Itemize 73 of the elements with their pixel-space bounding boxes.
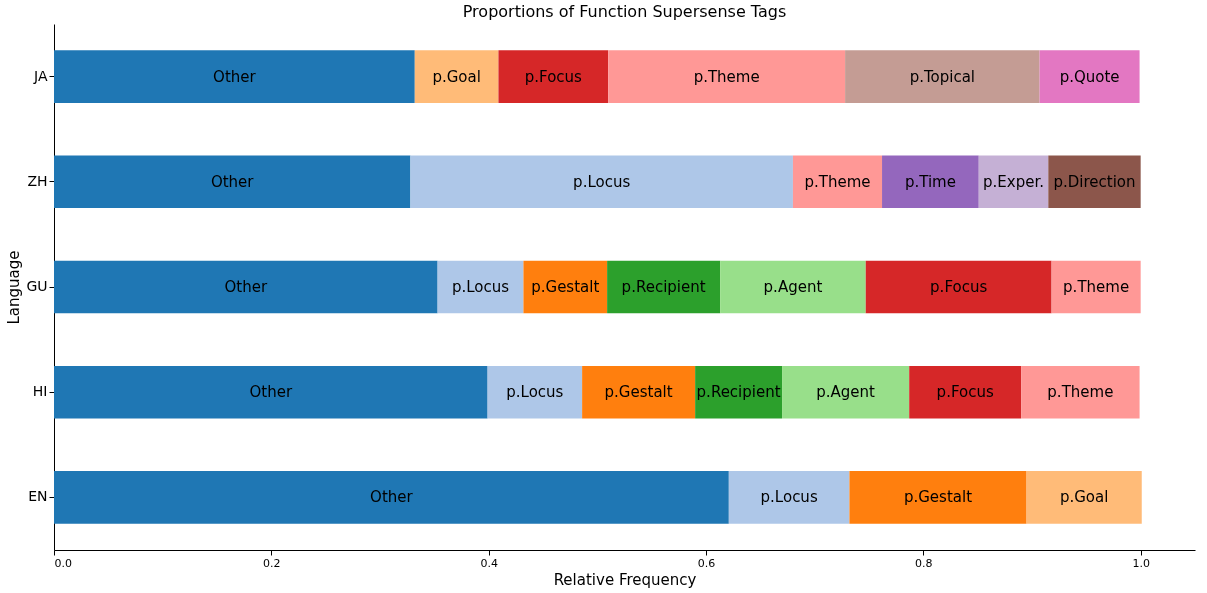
series-label: p.Exper.	[983, 172, 1044, 191]
text: p.Locus	[506, 383, 564, 402]
bar	[865, 260, 1052, 314]
series-label: p.Direction	[1053, 172, 1136, 191]
bar	[54, 471, 729, 524]
bar	[792, 155, 883, 209]
bar	[414, 50, 499, 103]
text: p.Focus	[930, 278, 988, 296]
y-tick-label: JA	[33, 67, 48, 84]
y-tick-label: EN	[28, 488, 48, 505]
bar	[882, 155, 979, 209]
x-tick-label: 0.4	[480, 556, 498, 570]
x-tick-label: 1.0	[1132, 556, 1150, 570]
y-axis-title: Language	[5, 250, 24, 325]
series-label: p.Focus	[524, 67, 583, 86]
bar	[582, 365, 696, 419]
text: Other	[249, 383, 293, 402]
y-tick-label: GU	[26, 278, 48, 294]
bar	[523, 260, 608, 314]
bar	[54, 50, 415, 103]
bar	[54, 155, 411, 209]
x-tick-label: 0.6	[697, 556, 716, 570]
text: p.Gestalt	[903, 488, 973, 507]
chart-title: Proportions of Function Supersense Tags	[462, 2, 787, 21]
series-label: p.Theme	[804, 172, 871, 191]
bar	[608, 50, 846, 103]
bar	[498, 50, 609, 103]
text: p.Recipient	[621, 278, 706, 296]
text: p.Locus	[760, 488, 818, 507]
bar	[845, 50, 1040, 103]
text: p.Theme	[1063, 278, 1130, 296]
text: p.Locus	[573, 172, 631, 191]
bar	[909, 365, 1022, 419]
series-label: p.Topical	[909, 67, 976, 86]
series-label: p.Locus	[451, 278, 510, 296]
x-tick-label: 0.0	[54, 556, 72, 570]
x-axis-title: Relative Frequency	[553, 570, 697, 589]
bar	[437, 260, 524, 314]
bar	[720, 260, 866, 314]
y-tick-label: HI	[32, 383, 48, 400]
text: p.Goal	[432, 67, 481, 86]
text: p.Agent	[816, 383, 875, 402]
series-label: p.Gestalt	[531, 278, 600, 296]
bar	[1048, 155, 1141, 209]
series-label: p.Goal	[1059, 488, 1109, 507]
text: p.Theme	[693, 67, 760, 86]
text: p.Gestalt	[604, 383, 673, 402]
bar	[1021, 365, 1140, 419]
bar	[1039, 50, 1140, 103]
series-label: p.Agent	[763, 278, 823, 296]
bar	[1051, 260, 1141, 314]
bar	[1026, 471, 1142, 524]
series-label: p.Time	[904, 172, 956, 191]
bar	[410, 155, 793, 209]
x-tick-label: 0.8	[915, 556, 933, 570]
text: p.Focus	[936, 383, 994, 402]
bar	[54, 365, 488, 419]
series-label: p.Recipient	[696, 383, 781, 402]
bar	[728, 471, 850, 524]
y-tick-label: ZH	[27, 172, 48, 189]
text: p.Theme	[1047, 383, 1114, 402]
bar	[695, 365, 783, 419]
bar	[782, 365, 910, 419]
series-label: Other	[370, 488, 414, 507]
x-tick-label: 0.2	[263, 556, 281, 570]
bar	[607, 260, 721, 314]
bar	[849, 471, 1027, 524]
bar	[54, 260, 438, 314]
series-label: p.Quote	[1059, 67, 1120, 86]
text: Other	[210, 172, 254, 191]
text: Other	[224, 278, 268, 296]
text: Other	[213, 67, 256, 86]
bar	[487, 365, 583, 419]
